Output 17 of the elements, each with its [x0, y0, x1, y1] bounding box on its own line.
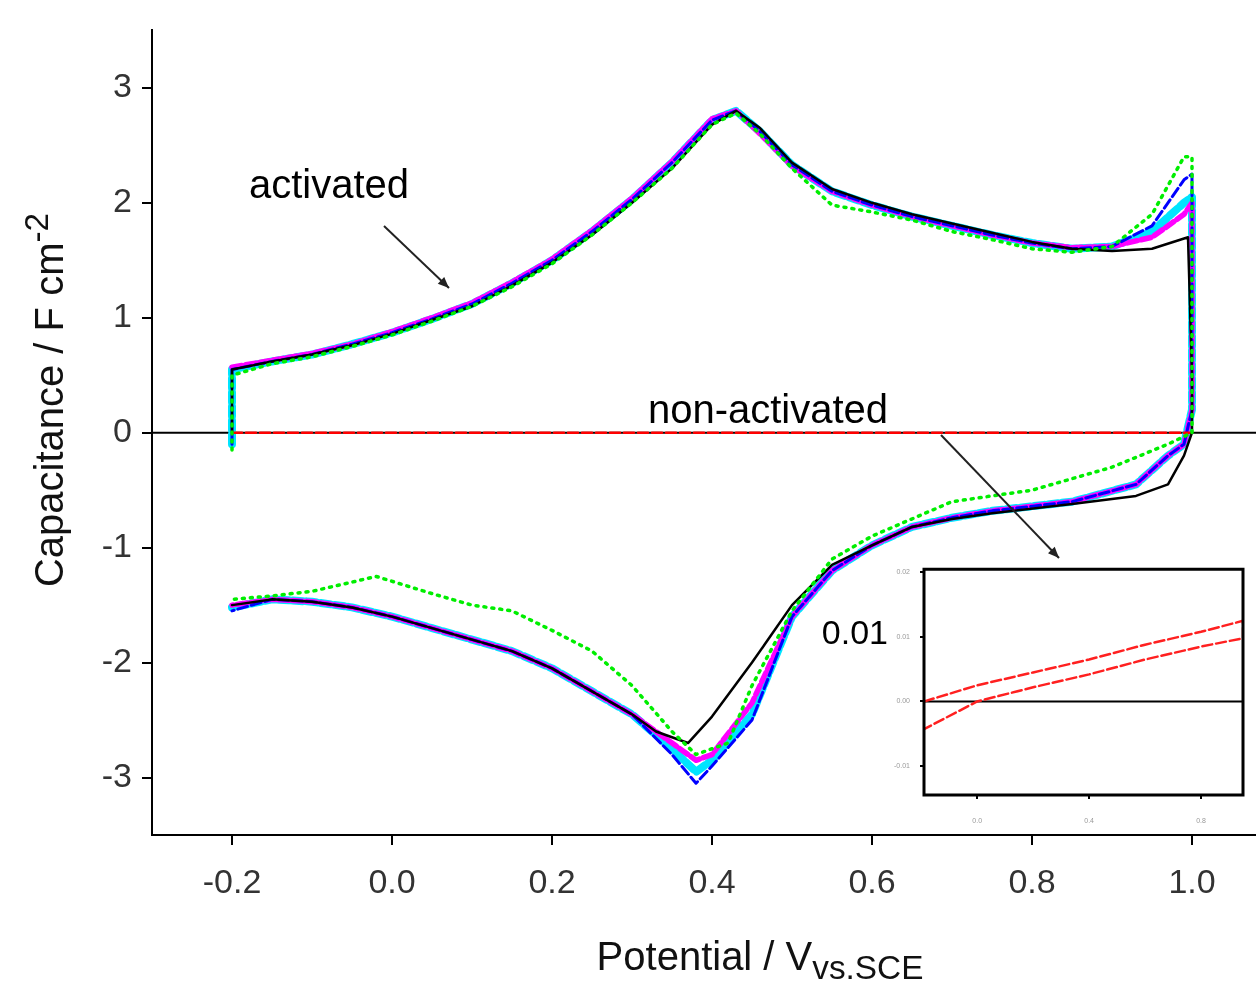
y-tick-label: -1: [101, 526, 132, 565]
annotation: activated: [249, 162, 410, 207]
y-tick-label: 1: [113, 296, 132, 335]
annotation: non-activated: [647, 386, 889, 431]
y-tick-label: 0: [113, 411, 132, 450]
x-tick-label: 0.6: [848, 861, 896, 900]
x-tick-label: 0.8: [1008, 861, 1056, 900]
y-tick-label: -3: [101, 755, 132, 794]
y-tick-label: -2: [101, 640, 132, 679]
x-tick-label: 0.0: [368, 861, 416, 900]
x-tick-label: -0.2: [202, 861, 262, 900]
x-tick-label: 0.4: [688, 861, 736, 900]
x-tick-label: 1.0: [1168, 861, 1216, 900]
y-tick-label: 3: [113, 66, 132, 105]
x-axis-title: Potential / V$_{vs.SCE}$: [596, 933, 924, 987]
x-tick-label: 0.2: [528, 861, 576, 900]
y-tick-label: 2: [113, 181, 132, 220]
